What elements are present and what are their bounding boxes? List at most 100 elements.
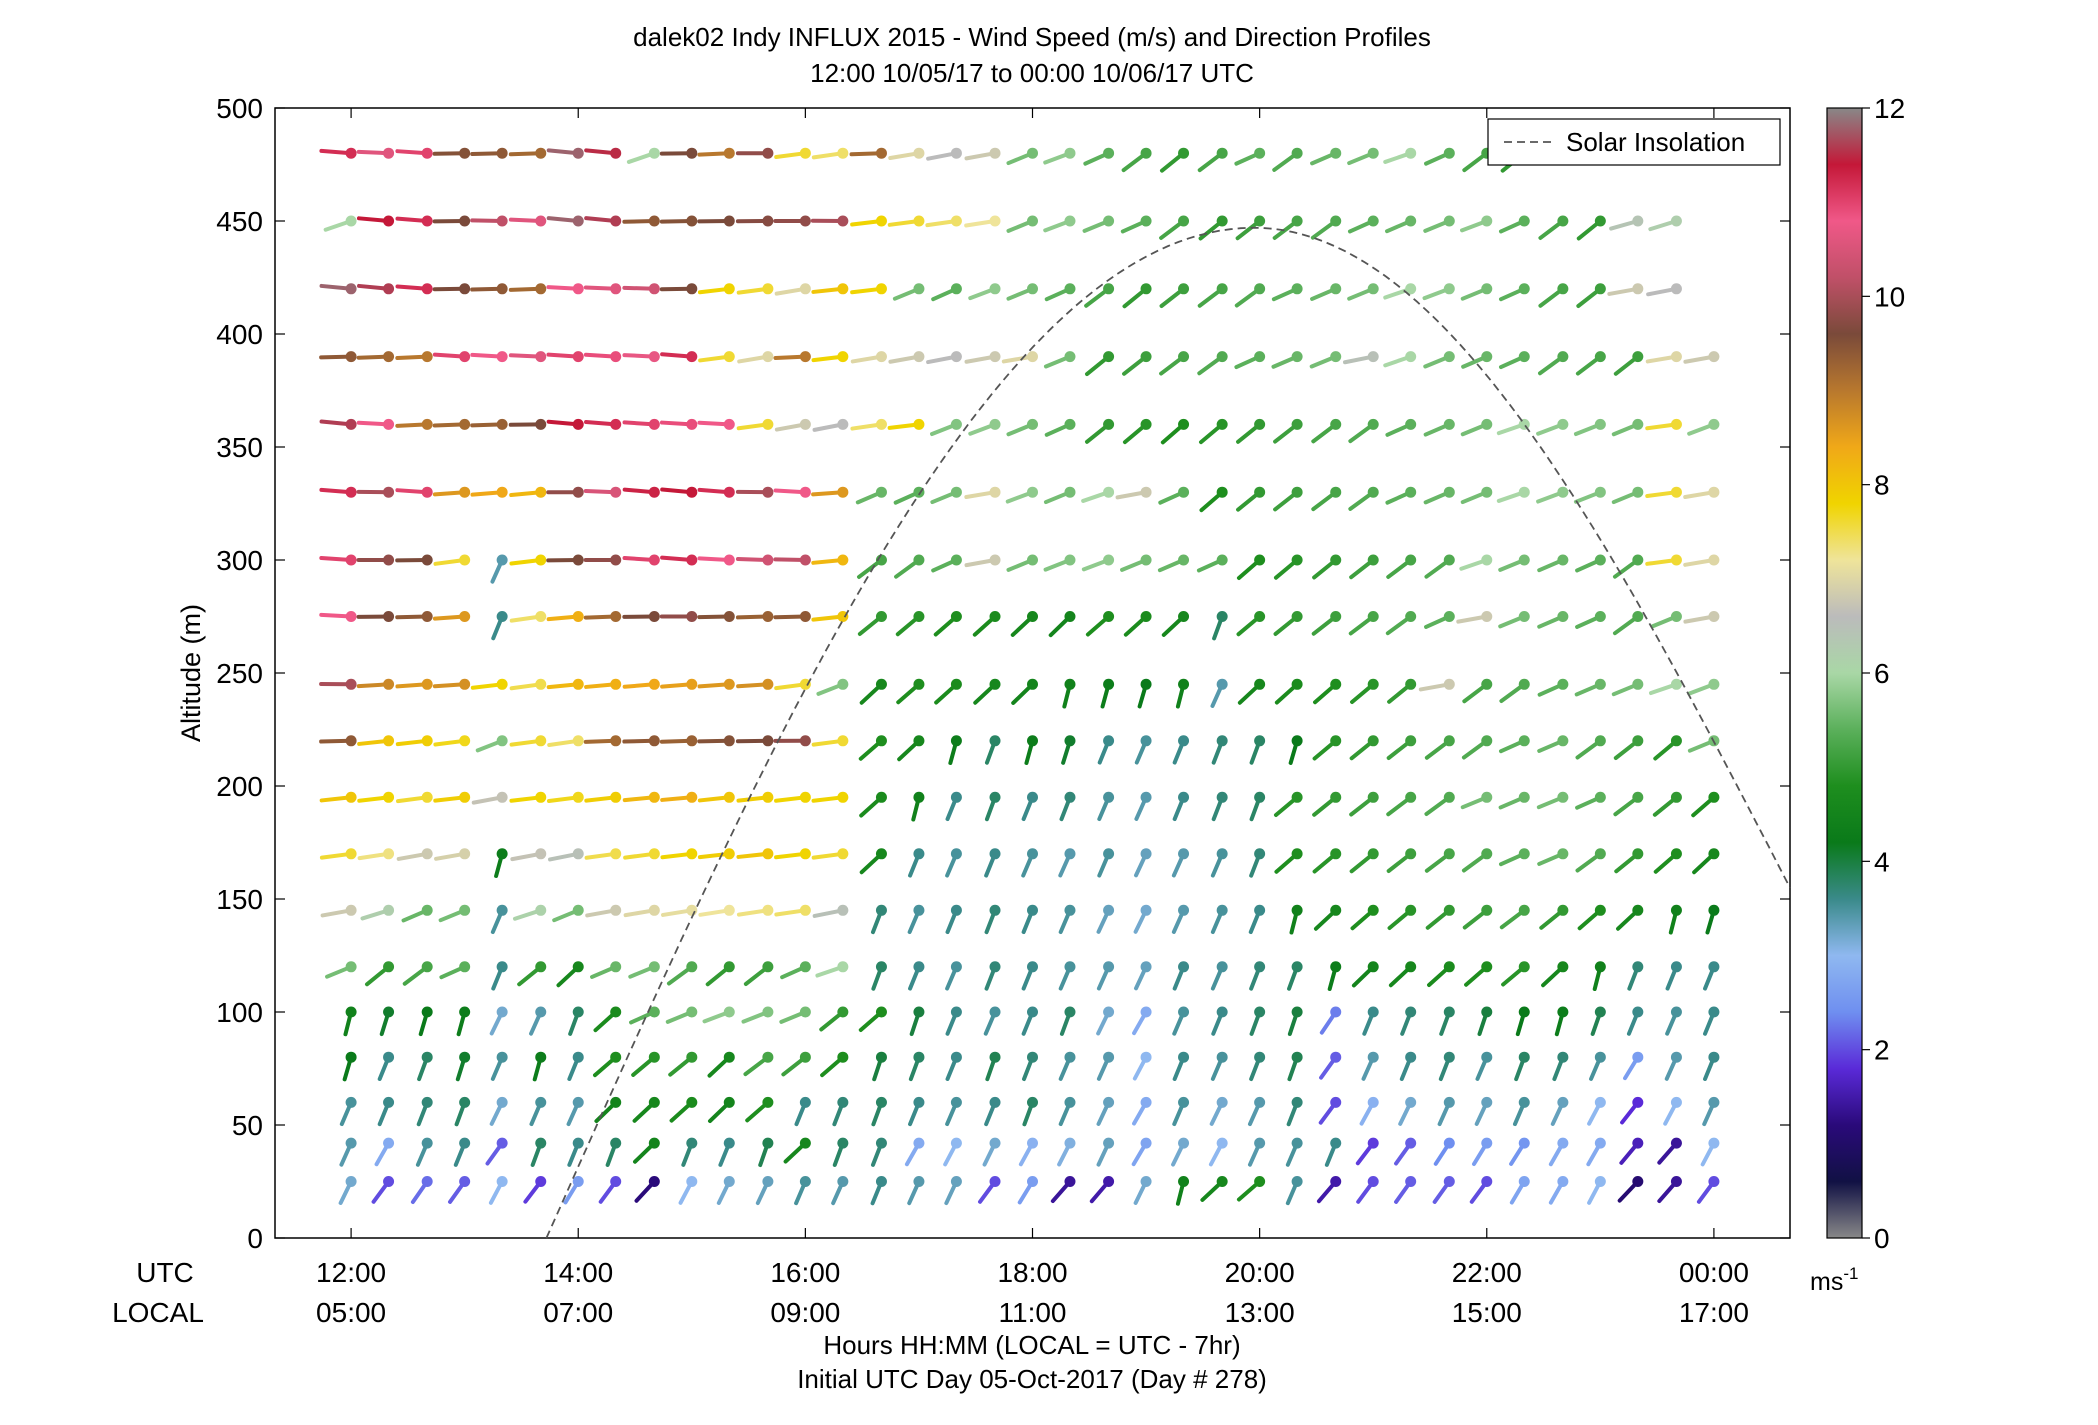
chart-title-line2: 12:00 10/05/17 to 00:00 10/06/17 UTC (810, 58, 1254, 88)
wind-barb-head (1140, 554, 1152, 566)
wind-barb-head (1291, 1006, 1303, 1018)
wind-barb-head (610, 1051, 622, 1063)
wind-barb-head (535, 1137, 547, 1149)
wind-barb-head (1557, 904, 1569, 916)
chart-title-line1: dalek02 Indy INFLUX 2015 - Wind Speed (m… (633, 22, 1431, 52)
wind-barb-head (913, 554, 925, 566)
wind-barb-head (989, 735, 1001, 747)
wind-barb-head (1557, 1176, 1569, 1187)
wind-barb-head (1557, 283, 1569, 295)
wind-barb-head (1481, 611, 1493, 622)
wind-barb-head (686, 351, 698, 363)
wind-barb-head (1216, 791, 1228, 803)
wind-barb-head (913, 961, 925, 973)
wind-barb-head (572, 848, 584, 860)
wind-barb-head (421, 791, 433, 803)
x-tick-label-utc: 16:00 (770, 1257, 840, 1288)
wind-barb-head (686, 611, 698, 622)
colorbar-tick-label: 6 (1874, 658, 1890, 689)
wind-barb-head (1594, 904, 1606, 916)
wind-barb-head (345, 848, 357, 860)
wind-barb-head (1027, 147, 1038, 159)
wind-barb-head (1140, 486, 1152, 498)
wind-barb-head (913, 848, 925, 860)
wind-barb-head (1443, 1006, 1455, 1018)
wind-barb-head (1291, 1051, 1303, 1063)
legend: Solar Insolation (1487, 118, 1781, 166)
wind-barb-head (1557, 961, 1569, 973)
wind-barb-head (837, 1137, 849, 1149)
wind-barb-head (1367, 678, 1379, 690)
x-axis-label-line1: Hours HH:MM (LOCAL = UTC - 7hr) (823, 1330, 1240, 1360)
wind-barb-head (913, 791, 925, 803)
wind-barb-head (1557, 1096, 1569, 1108)
wind-barb-head (1594, 1137, 1606, 1149)
wind-barb-head (1443, 147, 1455, 159)
wind-barb-head (989, 791, 1001, 803)
wind-barb-head (421, 848, 433, 860)
wind-barb-head (913, 611, 925, 622)
wind-barb-head (1405, 351, 1417, 363)
wind-barb-head (1027, 1051, 1038, 1063)
wind-barb-head (496, 351, 508, 363)
wind-barb-head (1367, 1096, 1379, 1108)
wind-barb-head (950, 848, 962, 860)
wind-barb-head (913, 678, 925, 690)
wind-barb-head (1367, 351, 1379, 363)
wind-barb-head (762, 418, 774, 430)
wind-barb-head (1443, 1176, 1455, 1187)
wind-barb-head (459, 904, 471, 916)
wind-barb-head (1557, 1137, 1569, 1149)
wind-barb-head (1594, 961, 1606, 973)
wind-barb-head (1443, 1096, 1455, 1108)
wind-barb-head (875, 283, 887, 295)
wind-barb-head (459, 1137, 471, 1149)
wind-barb-head (1708, 1096, 1720, 1108)
wind-barb-head (723, 283, 735, 295)
wind-barb-head (345, 351, 357, 363)
wind-barb-head (648, 611, 660, 622)
wind-barb-head (1291, 791, 1303, 803)
wind-barb-head (572, 486, 584, 498)
wind-barb-head (1140, 791, 1152, 803)
wind-barb-head (1216, 1006, 1228, 1018)
wind-barb-head (837, 147, 849, 159)
wind-barb-head (1405, 848, 1417, 860)
wind-barb-head (913, 283, 925, 295)
wind-barb-head (1330, 678, 1342, 690)
wind-barb-head (1216, 215, 1228, 227)
colorbar-gradient (1826, 107, 1863, 1239)
wind-barb-head (1518, 351, 1530, 363)
wind-barb-head (686, 283, 698, 295)
wind-barb-head (1518, 848, 1530, 860)
wind-barb-head (950, 418, 962, 430)
wind-barb-head (1670, 1051, 1682, 1063)
wind-barb-head (686, 147, 698, 159)
wind-barb-head (1330, 486, 1342, 498)
wind-barb-head (345, 678, 357, 690)
wind-barb-head (1103, 1006, 1115, 1018)
wind-barb-head (535, 611, 547, 622)
wind-barb-head (875, 1176, 887, 1187)
wind-barb-head (875, 678, 887, 690)
wind-barb-head (686, 678, 698, 690)
wind-barb-head (1557, 1051, 1569, 1063)
wind-barb-head (345, 418, 357, 430)
y-axis-label: Altitude (m) (176, 604, 206, 742)
wind-barb-head (1594, 283, 1606, 295)
wind-barb-head (875, 215, 887, 227)
wind-barb-head (1291, 678, 1303, 690)
wind-barb-head (762, 848, 774, 860)
wind-barb-head (459, 283, 471, 295)
wind-barb-head (1178, 961, 1190, 973)
wind-barb-head (1443, 904, 1455, 916)
wind-barb-head (723, 735, 735, 747)
wind-barb-head (1443, 1051, 1455, 1063)
wind-barb-head (1443, 351, 1455, 363)
wind-barb-head (1140, 904, 1152, 916)
wind-barb-head (1103, 418, 1115, 430)
wind-barb-head (459, 735, 471, 747)
wind-barb-head (1178, 1176, 1190, 1187)
wind-barb-head (1594, 486, 1606, 498)
wind-barb-head (535, 351, 547, 363)
